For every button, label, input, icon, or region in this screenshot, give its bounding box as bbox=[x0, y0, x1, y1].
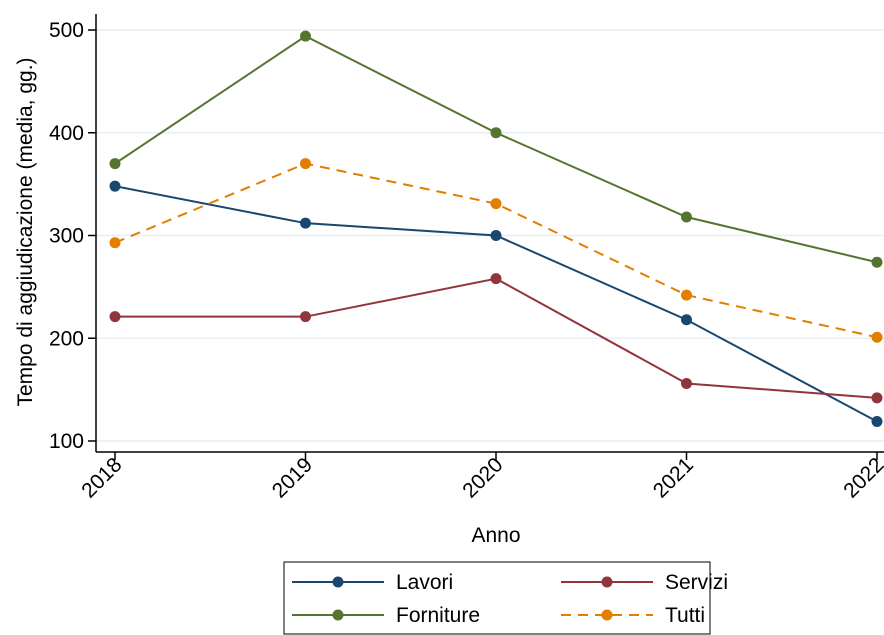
legend-marker-servizi bbox=[601, 576, 613, 588]
legend-marker-lavori bbox=[332, 576, 344, 588]
data-point-forniture bbox=[871, 256, 883, 268]
data-point-servizi bbox=[871, 392, 883, 404]
legend-label-lavori: Lavori bbox=[396, 571, 453, 594]
x-tick-label: 2020 bbox=[458, 453, 507, 502]
data-point-servizi bbox=[490, 273, 502, 285]
legend-marker-forniture bbox=[332, 609, 344, 621]
data-point-forniture bbox=[300, 30, 311, 42]
legend-label-servizi: Servizi bbox=[665, 571, 728, 594]
legend: Lavori Servizi Forniture Tutti bbox=[283, 561, 728, 635]
data-point-tutti bbox=[681, 289, 692, 301]
x-axis: 2018 2019 2020 2021 2022 bbox=[77, 451, 884, 503]
data-point-servizi bbox=[109, 311, 121, 323]
series-line-tutti bbox=[114, 162, 878, 339]
y-tick-label: 400 bbox=[49, 122, 84, 145]
legend-marker-tutti bbox=[601, 609, 613, 621]
data-point-forniture bbox=[681, 211, 692, 223]
series-layer bbox=[109, 30, 883, 427]
y-tick-label: 300 bbox=[49, 225, 84, 248]
data-point-tutti bbox=[300, 158, 311, 170]
legend-label-tutti: Tutti bbox=[665, 604, 705, 627]
x-tick-label: 2018 bbox=[77, 453, 126, 502]
y-tick-label: 200 bbox=[49, 327, 84, 350]
x-tick-label: 2019 bbox=[268, 453, 317, 502]
data-point-forniture bbox=[109, 158, 121, 170]
data-point-lavori bbox=[871, 415, 883, 427]
data-point-tutti bbox=[871, 331, 883, 343]
x-tick-label: 2021 bbox=[649, 453, 698, 502]
data-point-tutti bbox=[109, 237, 121, 249]
data-point-servizi bbox=[681, 377, 692, 389]
data-point-servizi bbox=[300, 311, 311, 323]
y-tick-label: 500 bbox=[49, 19, 84, 42]
y-axis-title: Tempo di aggiudicazione (media, gg.) bbox=[14, 57, 37, 406]
data-point-lavori bbox=[490, 230, 502, 241]
x-axis-title: Anno bbox=[471, 524, 520, 547]
series-line-lavori bbox=[114, 185, 878, 423]
data-point-lavori bbox=[681, 314, 692, 326]
data-point-lavori bbox=[109, 180, 121, 192]
legend-box bbox=[283, 561, 711, 635]
y-tick-label: 100 bbox=[49, 430, 84, 453]
data-point-lavori bbox=[300, 217, 311, 229]
x-tick-label: 2022 bbox=[839, 453, 884, 502]
series-line-forniture bbox=[114, 35, 878, 264]
legend-label-forniture: Forniture bbox=[396, 604, 480, 627]
data-point-tutti bbox=[490, 198, 502, 210]
data-point-forniture bbox=[490, 127, 502, 139]
y-axis: 100 200 300 400 500 bbox=[49, 14, 97, 453]
